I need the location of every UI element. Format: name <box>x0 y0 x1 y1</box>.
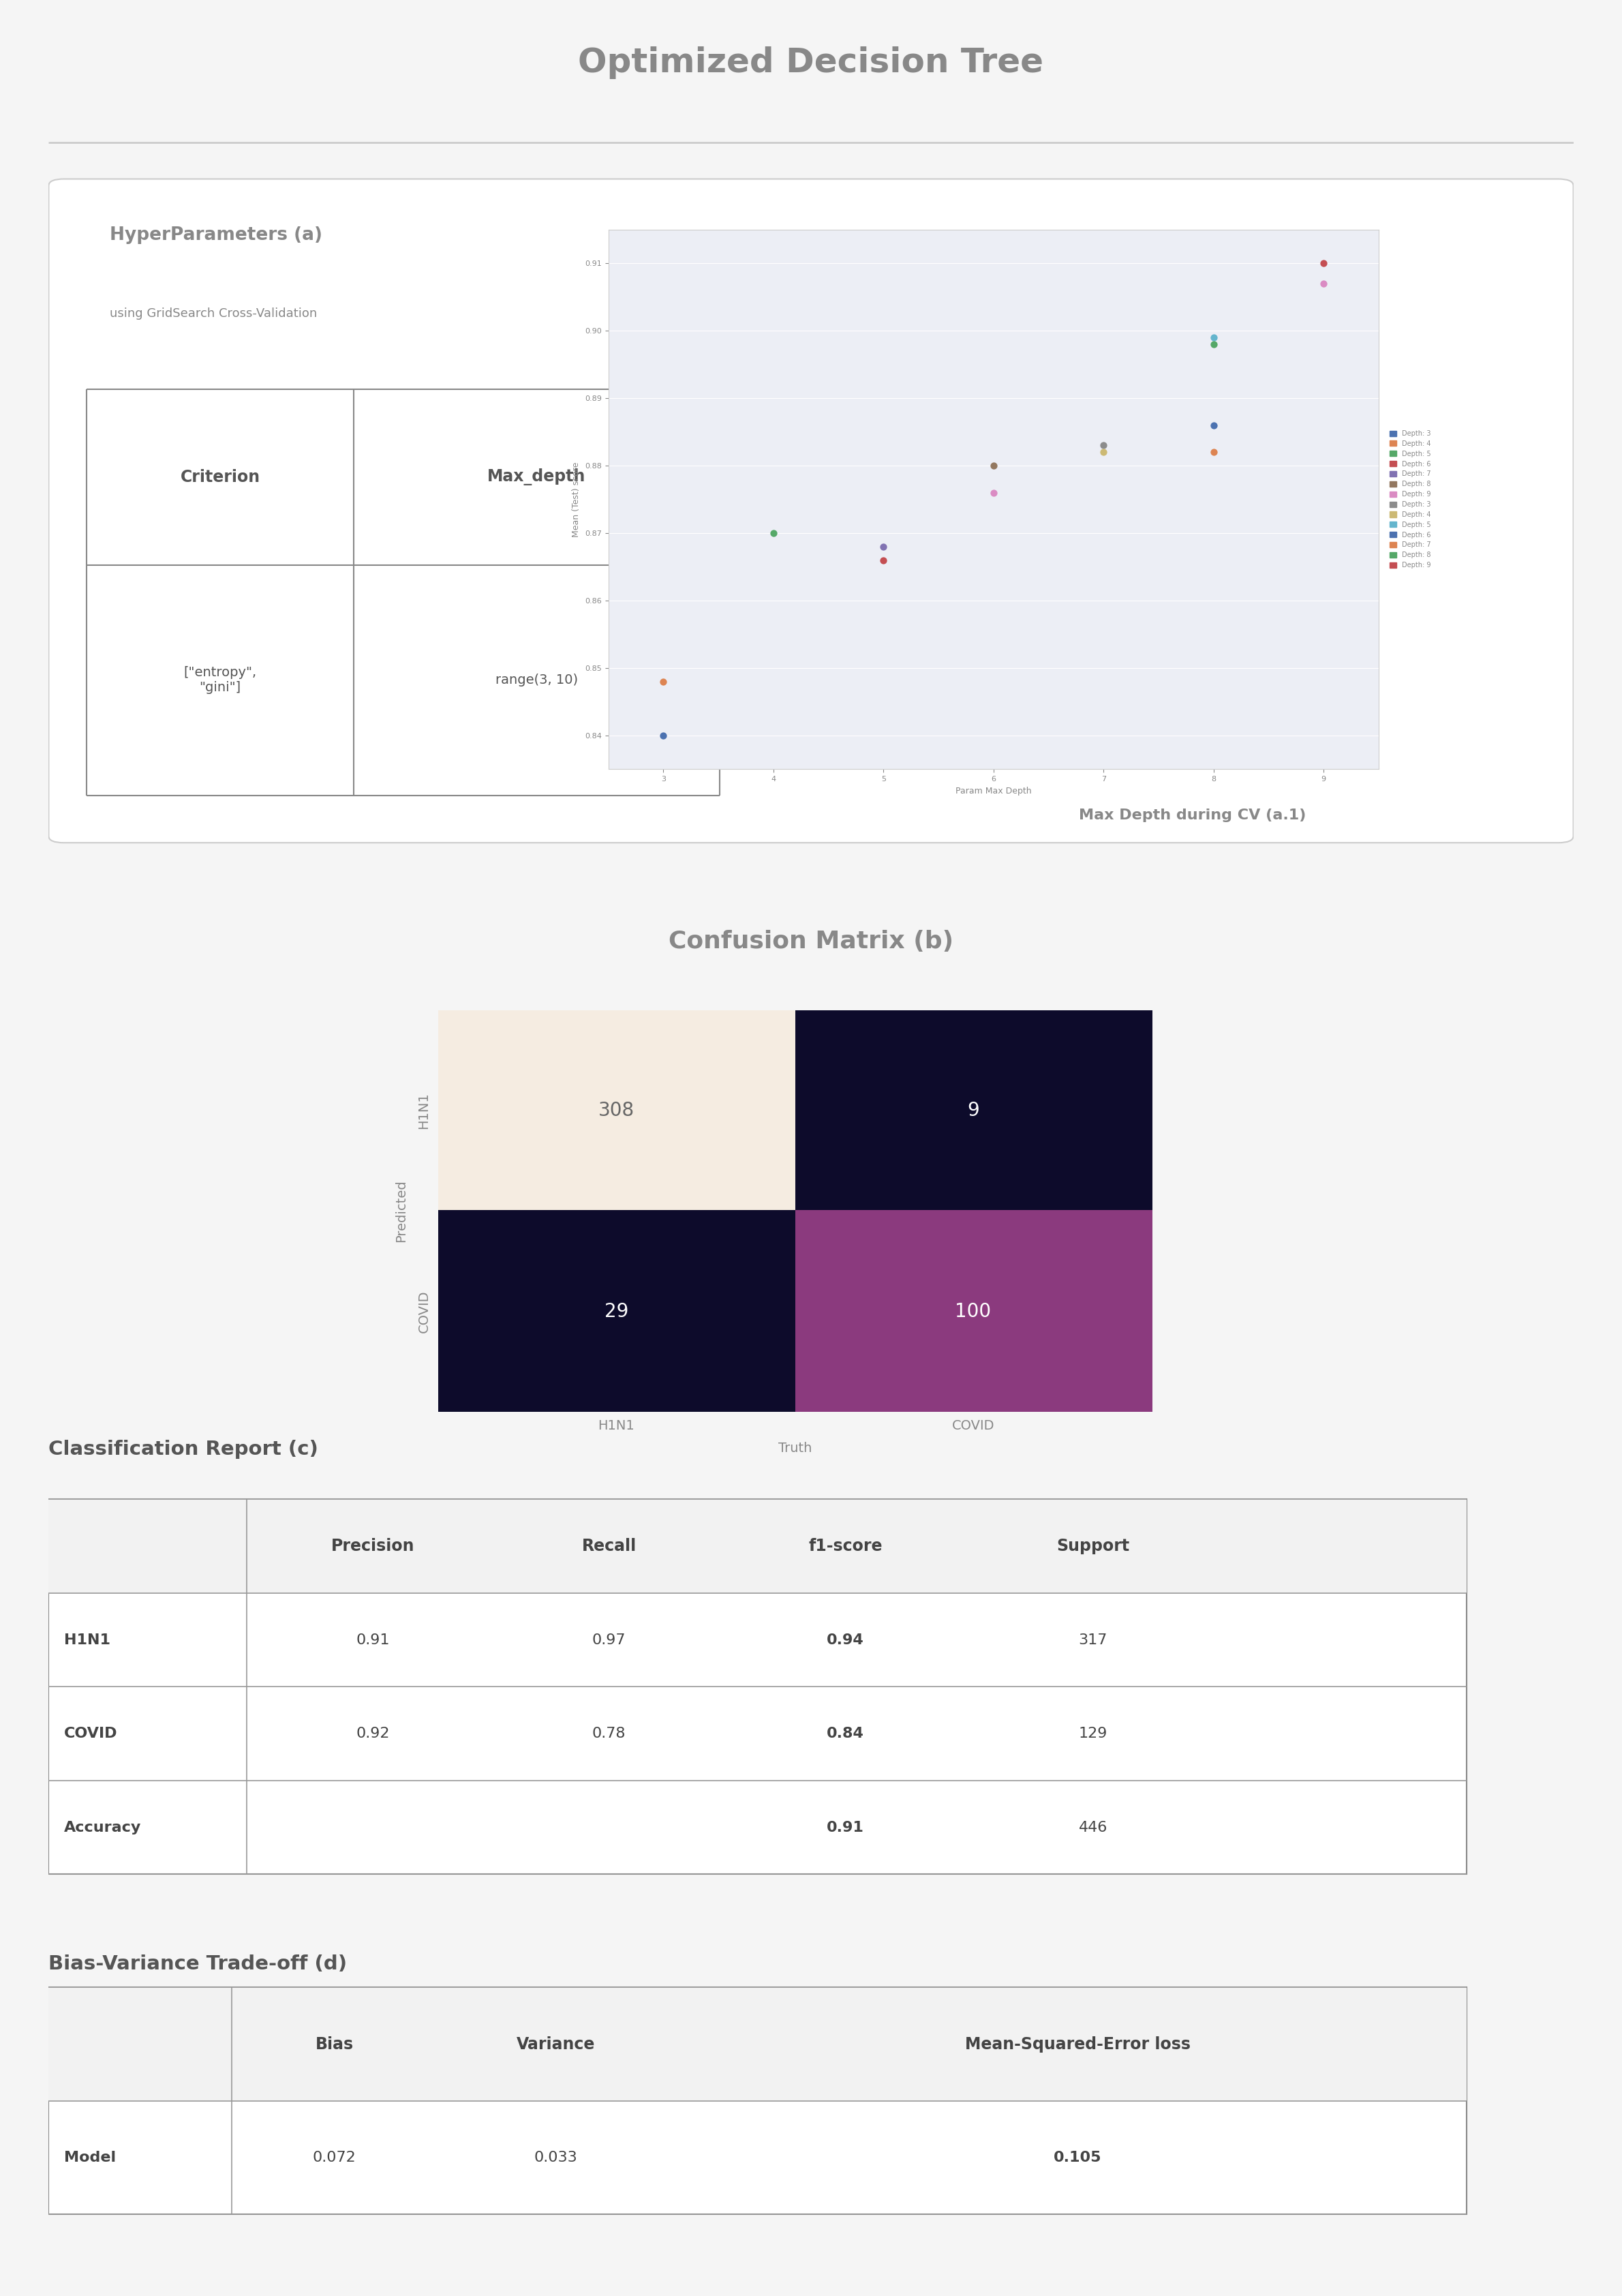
Text: 0.91: 0.91 <box>355 1632 389 1646</box>
Point <box>980 475 1006 512</box>
Text: using GridSearch Cross-Validation: using GridSearch Cross-Validation <box>110 308 316 319</box>
Point <box>222 1975 242 2002</box>
Point <box>980 448 1006 484</box>
Point <box>78 374 97 402</box>
X-axis label: Param Max Depth: Param Max Depth <box>955 788 1032 794</box>
Text: Criterion: Criterion <box>180 468 260 484</box>
Point <box>761 514 787 551</box>
Point <box>650 664 676 700</box>
Text: 317: 317 <box>1079 1632 1108 1646</box>
X-axis label: Truth: Truth <box>779 1442 811 1456</box>
Text: HyperParameters (a): HyperParameters (a) <box>110 227 323 243</box>
Text: Precision: Precision <box>331 1538 414 1554</box>
Text: Classification Report (c): Classification Report (c) <box>49 1440 318 1458</box>
Y-axis label: Mean (Test) score: Mean (Test) score <box>573 461 581 537</box>
Point <box>1200 319 1226 356</box>
Text: ["entropy",
"gini"]: ["entropy", "gini"] <box>183 666 256 693</box>
FancyBboxPatch shape <box>49 1988 1466 2101</box>
Text: Accuracy: Accuracy <box>63 1821 141 1835</box>
FancyBboxPatch shape <box>49 1499 1466 1874</box>
Text: H1N1: H1N1 <box>63 1632 110 1646</box>
Text: Recall: Recall <box>582 1538 636 1554</box>
Text: 0.78: 0.78 <box>592 1727 626 1740</box>
Text: Support: Support <box>1056 1538 1129 1554</box>
Point <box>78 374 97 402</box>
Text: 0.033: 0.033 <box>534 2151 577 2165</box>
Text: 0.072: 0.072 <box>313 2151 357 2165</box>
Text: Bias: Bias <box>315 2037 354 2053</box>
Text: Optimized Decision Tree: Optimized Decision Tree <box>579 46 1043 78</box>
Point <box>710 374 730 402</box>
Point <box>1311 246 1337 282</box>
Point <box>1090 434 1116 471</box>
Text: 29: 29 <box>605 1302 628 1320</box>
Point <box>344 374 363 402</box>
Point <box>1090 427 1116 464</box>
FancyBboxPatch shape <box>49 1988 1466 2213</box>
FancyBboxPatch shape <box>49 1499 1466 1593</box>
Point <box>871 528 897 565</box>
Text: 100: 100 <box>955 1302 991 1320</box>
Point <box>650 716 676 753</box>
Text: COVID: COVID <box>63 1727 117 1740</box>
Point <box>78 551 97 579</box>
Text: 308: 308 <box>599 1102 634 1120</box>
Point <box>344 781 363 808</box>
Point <box>78 781 97 808</box>
Text: 0.105: 0.105 <box>1054 2151 1101 2165</box>
Text: 9: 9 <box>967 1102 980 1120</box>
Point <box>1200 326 1226 363</box>
Text: Mean-Squared-Error loss: Mean-Squared-Error loss <box>965 2037 1191 2053</box>
Point <box>222 2200 242 2227</box>
Point <box>1200 434 1226 471</box>
Point <box>1200 406 1226 443</box>
Point <box>710 551 730 579</box>
Point <box>710 781 730 808</box>
Text: range(3, 10): range(3, 10) <box>495 673 577 687</box>
Text: 0.84: 0.84 <box>827 1727 865 1740</box>
Text: Model: Model <box>63 2151 115 2165</box>
Text: 129: 129 <box>1079 1727 1108 1740</box>
Text: 0.91: 0.91 <box>827 1821 865 1835</box>
Text: f1-score: f1-score <box>808 1538 882 1554</box>
Legend: Depth: 3, Depth: 4, Depth: 5, Depth: 6, Depth: 7, Depth: 8, Depth: 9, Depth: 3, : Depth: 3, Depth: 4, Depth: 5, Depth: 6, … <box>1390 429 1431 569</box>
Text: Max_depth: Max_depth <box>487 468 586 484</box>
Text: 0.94: 0.94 <box>827 1632 865 1646</box>
Point <box>871 542 897 579</box>
Text: Variance: Variance <box>516 2037 595 2053</box>
Text: 446: 446 <box>1079 1821 1108 1835</box>
Text: Bias-Variance Trade-off (d): Bias-Variance Trade-off (d) <box>49 1954 347 1975</box>
Point <box>1311 266 1337 303</box>
Text: Confusion Matrix (b): Confusion Matrix (b) <box>668 930 954 953</box>
Point <box>237 1860 256 1887</box>
Y-axis label: Predicted: Predicted <box>396 1180 409 1242</box>
Point <box>710 374 730 402</box>
Point <box>710 781 730 808</box>
FancyBboxPatch shape <box>49 179 1573 843</box>
Text: 0.92: 0.92 <box>355 1727 389 1740</box>
Point <box>78 781 97 808</box>
Text: Max Depth during CV (a.1): Max Depth during CV (a.1) <box>1079 808 1306 822</box>
Text: 0.97: 0.97 <box>592 1632 626 1646</box>
Point <box>237 1486 256 1513</box>
